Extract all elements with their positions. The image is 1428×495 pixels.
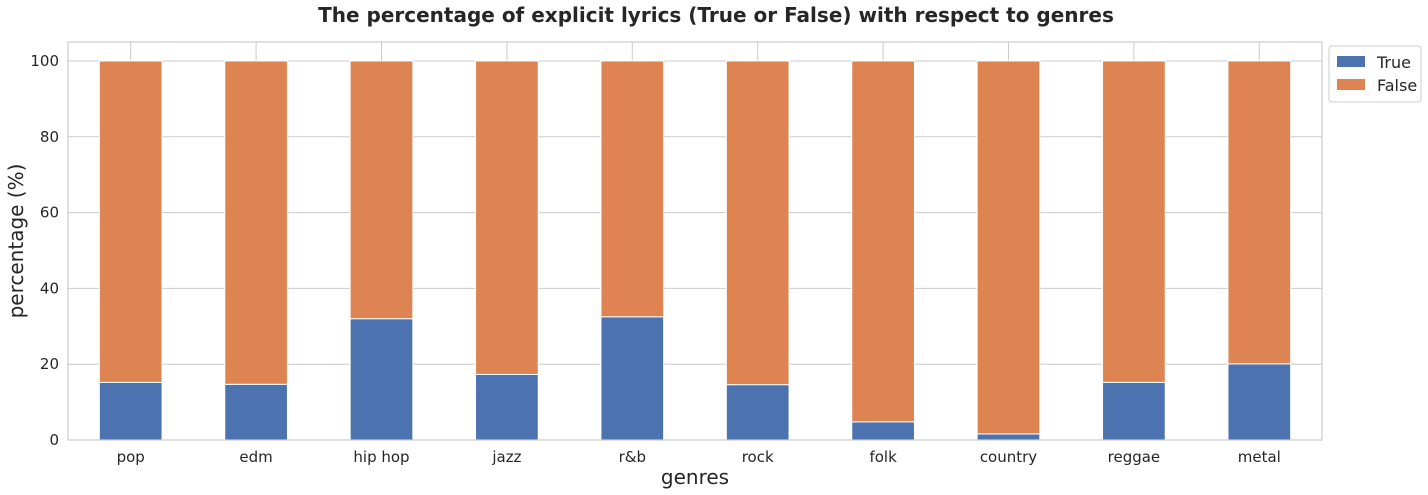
bar-false-rock — [725, 60, 790, 386]
bar-false-edm — [224, 60, 288, 385]
bar-false-jazz — [475, 60, 539, 375]
bar-true-edm — [224, 383, 288, 441]
bar-true-hip-hop — [349, 318, 414, 441]
x-tick-label: pop — [117, 448, 145, 466]
legend-label: True — [1376, 53, 1411, 72]
legend: True False — [1328, 45, 1422, 103]
x-tick-label: hip hop — [353, 448, 409, 466]
bar-true-country — [976, 433, 1041, 441]
bar-false-folk — [851, 60, 915, 423]
x-tick-label: metal — [1238, 448, 1281, 466]
y-tick-label: 0 — [49, 431, 59, 449]
x-axis-label: genres — [661, 465, 729, 489]
x-tick-label: edm — [239, 448, 272, 466]
y-axis-ticks: 0 20 40 60 80 100 — [30, 52, 59, 449]
bar-true-rock — [725, 384, 790, 441]
x-tick-label: folk — [869, 448, 897, 466]
plot-frame — [67, 41, 1323, 441]
bar-true-r-b — [600, 316, 665, 441]
legend-swatch — [1337, 79, 1365, 90]
x-axis-ticks: pop edm hip hop jazz r&b rock folk country regga… — [117, 448, 1281, 466]
bars — [98, 60, 1292, 441]
bar-true-reggae — [1102, 381, 1166, 441]
bar-false-pop — [98, 60, 163, 383]
bar-false-metal — [1227, 60, 1292, 365]
x-tick-label: rock — [742, 448, 774, 466]
x-tick-label: jazz — [491, 448, 521, 466]
y-tick-label: 40 — [40, 279, 59, 297]
x-tick-label: reggae — [1108, 448, 1161, 466]
bar-true-folk — [851, 421, 915, 441]
bar-true-metal — [1227, 363, 1292, 441]
y-tick-label: 100 — [30, 52, 59, 70]
y-tick-label: 80 — [40, 128, 59, 146]
x-tick-label: r&b — [619, 448, 646, 466]
bar-false-country — [976, 60, 1041, 435]
chart-title: The percentage of explicit lyrics (True … — [318, 3, 1114, 27]
bar-true-pop — [98, 381, 163, 441]
bar-false-hip-hop — [349, 60, 414, 320]
y-tick-label: 60 — [40, 204, 59, 222]
legend-label: False — [1377, 76, 1417, 95]
bar-false-r-b — [600, 60, 665, 318]
legend-swatch — [1337, 56, 1365, 67]
y-tick-label: 20 — [40, 355, 59, 373]
y-axis-label: percentage (%) — [4, 164, 28, 319]
bar-false-reggae — [1102, 60, 1166, 383]
bar-true-jazz — [475, 373, 539, 441]
x-tick-label: country — [980, 448, 1037, 466]
